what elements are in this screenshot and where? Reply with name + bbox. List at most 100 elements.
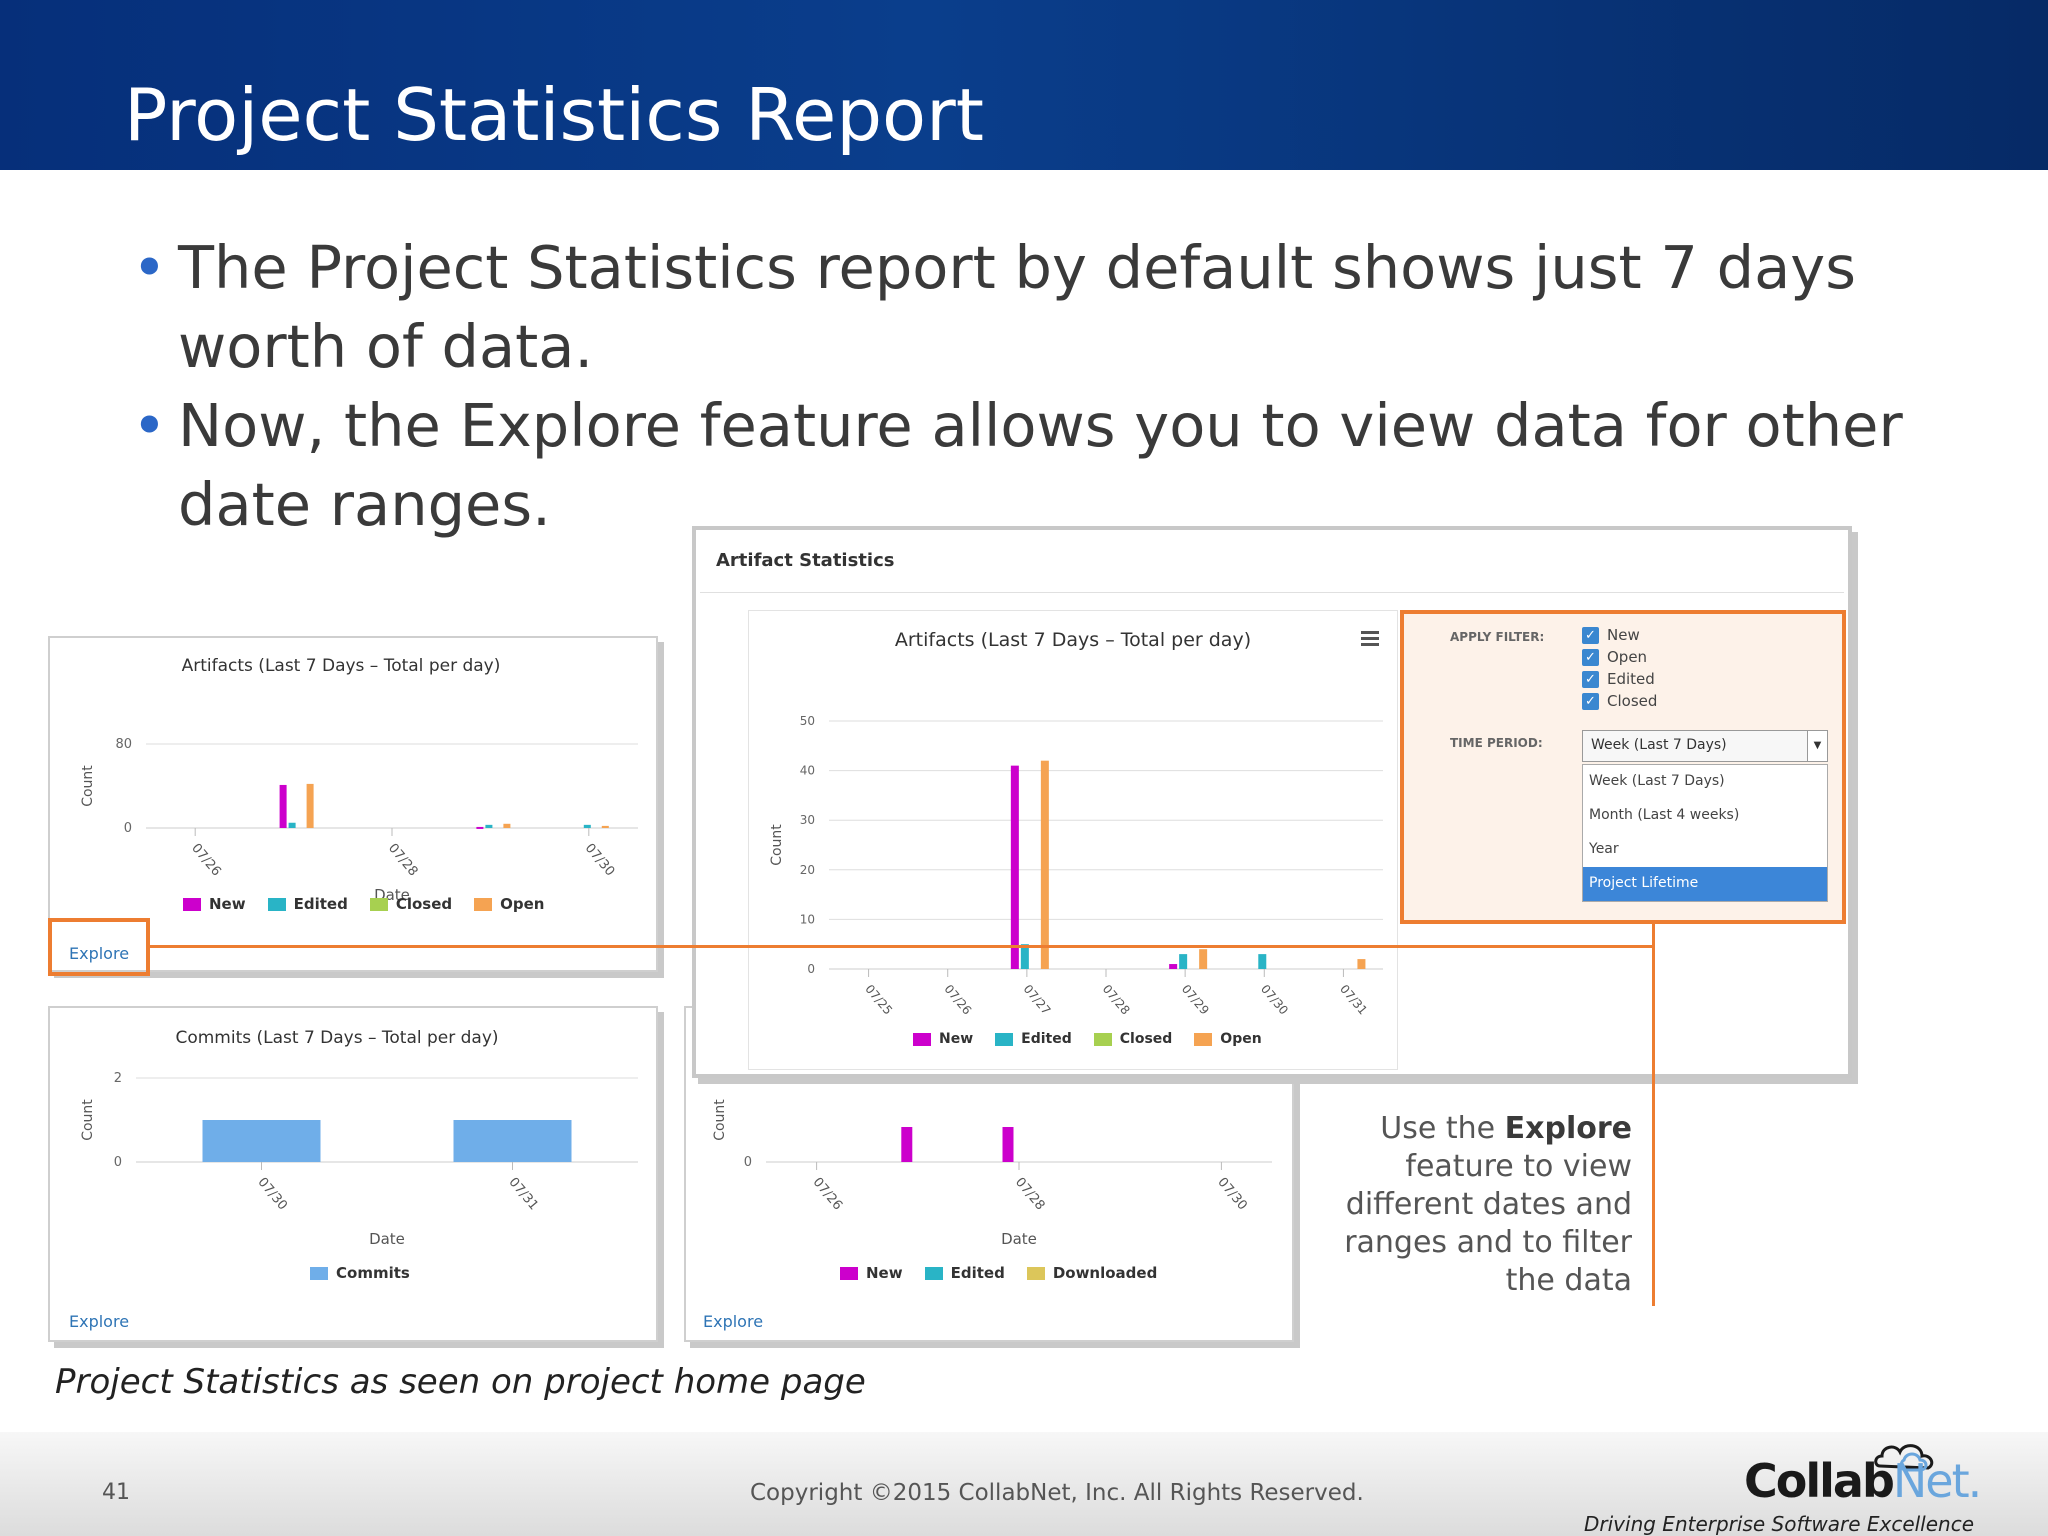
legend-label: Open [500, 895, 545, 913]
checkbox-label: New [1607, 626, 1640, 644]
chart-bar [279, 784, 287, 828]
y-tick-label: 30 [800, 813, 815, 827]
legend-label: Closed [1119, 1031, 1173, 1047]
legend-item[interactable]: Closed [1093, 1031, 1173, 1047]
legend-label: New [866, 1264, 903, 1282]
legend-label: Edited [1021, 1031, 1072, 1047]
select-value: Week (Last 7 Days) [1591, 737, 1727, 753]
filter-checkbox-closed[interactable]: ✓ Closed [1582, 692, 1657, 710]
chevron-down-icon[interactable]: ▼ [1807, 731, 1827, 761]
hamburger-menu-icon[interactable] [1361, 631, 1379, 646]
legend-label: New [939, 1031, 974, 1047]
chart-bar [503, 823, 511, 828]
chart-bar [202, 1120, 321, 1162]
explore-highlight-box [48, 918, 150, 976]
time-period-label: TIME PERIOD: [1450, 736, 1543, 750]
legend-item[interactable]: Open [1194, 1031, 1262, 1047]
x-axis-label: Date [1001, 1230, 1037, 1248]
option-month[interactable]: Month (Last 4 weeks) [1589, 807, 1740, 823]
legend-item[interactable]: Edited [995, 1031, 1072, 1047]
chart-title: Artifacts (Last 7 Days – Total per day) [181, 656, 501, 676]
check-icon: ✓ [1582, 692, 1599, 710]
x-tick-label: 07/27 [1021, 982, 1054, 1017]
slide-title: Project Statistics Report [124, 73, 984, 157]
check-icon: ✓ [1582, 670, 1599, 688]
chart-bar [1020, 944, 1029, 969]
time-period-select[interactable]: Week (Last 7 Days) ▼ [1582, 730, 1828, 762]
option-project-lifetime[interactable]: Project Lifetime [1583, 867, 1827, 901]
legend-item[interactable]: Closed [369, 895, 453, 913]
x-tick-label: 07/28 [1012, 1175, 1048, 1213]
explore-link[interactable]: Explore [703, 1312, 764, 1331]
checkbox-label: Open [1607, 648, 1648, 666]
home-artifacts-panel: Artifacts (Last 7 Days – Total per day) … [48, 636, 658, 972]
legend-item[interactable]: New [840, 1264, 903, 1282]
logo-text: Collab [1744, 1454, 1895, 1508]
bullet-item: • The Project Statistics report by defaul… [132, 228, 1912, 386]
chart-bar [1010, 765, 1019, 969]
option-week[interactable]: Week (Last 7 Days) [1589, 773, 1725, 789]
option-year[interactable]: Year [1589, 841, 1619, 857]
x-tick-label: 07/26 [810, 1175, 846, 1213]
x-tick-label: 07/26 [941, 982, 974, 1017]
connector-line-horizontal [150, 945, 1654, 948]
legend-swatch [369, 897, 388, 911]
y-axis-label: Count [80, 1099, 96, 1141]
explore-callout-note: Use the Explore feature to view differen… [1330, 1110, 1632, 1300]
x-tick-label: 07/25 [862, 982, 895, 1017]
note-bold: Explore [1504, 1111, 1632, 1146]
legend-item[interactable]: Edited [924, 1264, 1005, 1282]
cloud-logo-icon [1874, 1444, 1934, 1472]
chart-bar [601, 825, 609, 828]
y-tick-label: 2 [114, 1071, 122, 1086]
chart-bar [583, 824, 591, 828]
y-tick-label: 0 [124, 821, 132, 836]
legend-item[interactable]: Downloaded [1026, 1264, 1158, 1282]
legend-item[interactable]: Edited [267, 895, 348, 913]
check-icon: ✓ [1582, 626, 1599, 644]
filter-checkbox-edited[interactable]: ✓ Edited [1582, 670, 1655, 688]
home-commits-panel: Commits (Last 7 Days – Total per day) 0 2… [48, 1006, 658, 1342]
explore-link[interactable]: Explore [69, 944, 130, 963]
chart-legend: New Edited Closed Open [183, 895, 544, 913]
legend-label: Edited [950, 1264, 1005, 1282]
chart-bar [1169, 964, 1178, 969]
connector-line-vertical [1652, 924, 1655, 1306]
legend-label: Downloaded [1052, 1264, 1158, 1282]
x-axis-label: Date [369, 1230, 405, 1248]
bullet-item: • Now, the Explore feature allows you to … [132, 386, 1912, 544]
tagline: Driving Enterprise Software Excellence [1584, 1512, 1975, 1536]
legend-label: Commits [336, 1264, 410, 1282]
chart-bar [306, 783, 314, 828]
y-axis-label: Count [712, 1099, 728, 1141]
note-text: Use the [1380, 1111, 1505, 1146]
legend-item[interactable]: New [913, 1031, 973, 1047]
chart-bar [1258, 954, 1267, 969]
legend-item[interactable]: New [183, 895, 246, 913]
explore-artifacts-chart: 0 10 20 30 40 50 07/25 07/26 07/27 07/28 07/29 07/3… [769, 714, 1383, 1017]
x-tick-label: 07/26 [188, 841, 224, 879]
chart-bar [901, 1127, 913, 1162]
legend-swatch [1026, 1266, 1045, 1280]
check-icon: ✓ [1582, 648, 1599, 666]
slide-footer: 41 Copyright ©2015 CollabNet, Inc. All R… [0, 1432, 2048, 1536]
explore-link[interactable]: Explore [69, 1312, 130, 1331]
legend-swatch [840, 1266, 858, 1280]
chart-legend: New Edited Downloaded [840, 1264, 1157, 1282]
bullet-dot-icon: • [132, 391, 167, 460]
time-period-options: Week (Last 7 Days) Month (Last 4 weeks) … [1582, 764, 1828, 902]
filter-checkbox-open[interactable]: ✓ Open [1582, 648, 1647, 666]
filter-panel: APPLY FILTER: ✓ New ✓ Open ✓ Edited ✓ Closed… [1400, 610, 1846, 924]
legend-item[interactable]: Commits [310, 1264, 410, 1282]
legend-label: Closed [395, 895, 453, 913]
legend-item[interactable]: Open [474, 895, 544, 913]
filter-checkbox-new[interactable]: ✓ New [1582, 626, 1640, 644]
home-docs-chart: 0 07/26 07/28 07/30 Count Date [712, 1099, 1272, 1248]
y-tick-label: 20 [800, 863, 815, 877]
y-tick-label: 40 [800, 764, 815, 778]
slide-caption: Project Statistics as seen on project ho… [55, 1362, 866, 1402]
legend-swatch [310, 1266, 328, 1280]
y-tick-label: 0 [114, 1155, 122, 1170]
chart-bar [476, 826, 484, 829]
x-tick-label: 07/31 [505, 1175, 541, 1213]
